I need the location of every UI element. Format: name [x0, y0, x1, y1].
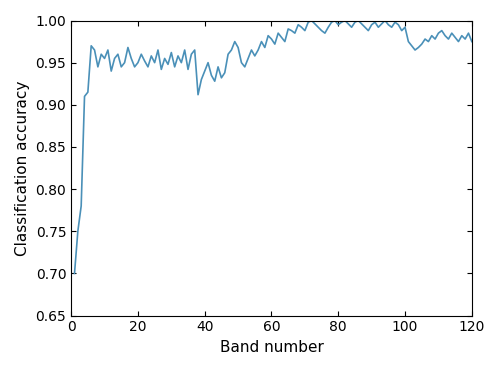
X-axis label: Band number: Band number — [220, 340, 324, 355]
Y-axis label: Classification accuracy: Classification accuracy — [15, 80, 30, 256]
